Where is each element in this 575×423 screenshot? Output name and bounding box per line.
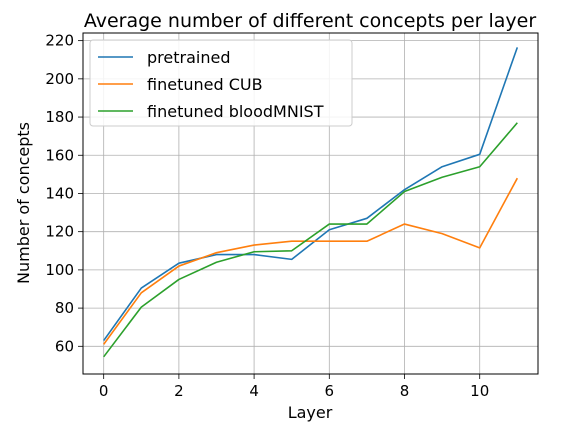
y-tick-label: 140 (45, 184, 74, 202)
y-tick-label: 160 (45, 146, 74, 164)
series-line-2 (103, 122, 518, 358)
x-tick-label: 6 (325, 382, 335, 400)
legend-label-2: finetuned bloodMNIST (147, 102, 324, 121)
x-axis-label: Layer (288, 403, 333, 422)
chart-title: Average number of different concepts per… (84, 10, 536, 32)
series-lines (103, 47, 519, 358)
x-tick-label: 8 (400, 382, 410, 400)
x-tick-label: 4 (249, 382, 259, 400)
x-tick-label: 10 (470, 382, 489, 400)
x-ticks: 0 2 4 6 8 10 (99, 374, 489, 400)
y-tick-label: 200 (45, 70, 74, 88)
y-tick-label: 220 (45, 32, 74, 50)
legend-label-1: finetuned CUB (147, 75, 263, 94)
legend-box (89, 39, 353, 127)
x-tick-label: 2 (174, 382, 184, 400)
y-tick-label: 80 (55, 299, 74, 317)
plot-frame (82, 32, 539, 375)
y-axis-label: Number of concepts (14, 122, 33, 284)
y-tick-label: 180 (45, 108, 74, 126)
x-tick-label: 0 (99, 382, 109, 400)
legend: pretrained finetuned CUB finetuned bloodMN… (89, 39, 353, 127)
y-tick-label: 100 (45, 261, 74, 279)
legend-label-0: pretrained (147, 48, 230, 67)
series-line-1 (103, 177, 519, 345)
series-line-0 (103, 47, 519, 342)
y-ticks: 60 80 100 120 140 160 180 200 220 (45, 32, 83, 355)
y-tick-label: 60 (55, 337, 74, 355)
y-tick-label: 120 (45, 223, 74, 241)
